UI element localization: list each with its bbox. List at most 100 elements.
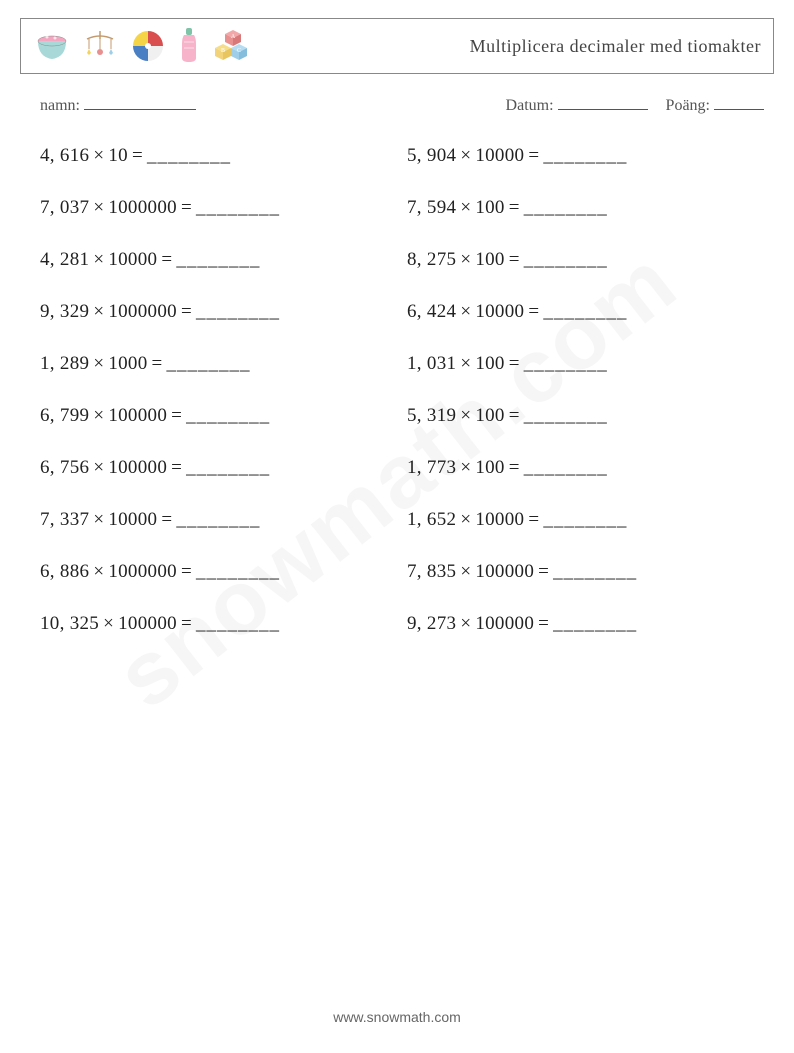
answer-blank[interactable]: ________ <box>186 405 270 426</box>
answer-blank[interactable]: ________ <box>524 457 608 478</box>
operand-a: 10, 325 <box>40 613 99 634</box>
answer-blank[interactable]: ________ <box>196 197 280 218</box>
equals-symbol: = <box>534 561 553 582</box>
multiply-symbol: × <box>456 353 475 374</box>
date-blank[interactable] <box>558 94 648 110</box>
answer-blank[interactable]: ________ <box>543 509 627 530</box>
equals-symbol: = <box>177 197 196 218</box>
multiply-symbol: × <box>89 145 108 166</box>
problem-right-6: 1, 773×100=________ <box>407 457 764 479</box>
multiply-symbol: × <box>89 457 108 478</box>
equals-symbol: = <box>524 301 543 322</box>
answer-blank[interactable]: ________ <box>553 613 637 634</box>
svg-text:A: A <box>231 34 236 40</box>
multiply-symbol: × <box>89 301 108 322</box>
operand-b: 100 <box>475 353 504 374</box>
footer-url: www.snowmath.com <box>0 1009 794 1025</box>
operand-b: 100 <box>475 405 504 426</box>
operand-a: 6, 424 <box>407 301 456 322</box>
equals-symbol: = <box>505 249 524 270</box>
equals-symbol: = <box>157 509 176 530</box>
multiply-symbol: × <box>89 197 108 218</box>
operand-b: 100000 <box>475 561 534 582</box>
operand-b: 1000000 <box>108 561 177 582</box>
header-box: A B C Multiplicera <box>20 18 774 74</box>
operand-b: 100000 <box>108 405 167 426</box>
operand-a: 5, 904 <box>407 145 456 166</box>
equals-symbol: = <box>128 145 147 166</box>
multiply-symbol: × <box>456 457 475 478</box>
multiply-symbol: × <box>89 249 108 270</box>
operand-b: 10000 <box>475 301 524 322</box>
blocks-icon: A B C <box>211 26 251 66</box>
problem-left-1: 7, 037×1000000=________ <box>40 197 397 219</box>
operand-a: 6, 886 <box>40 561 89 582</box>
name-blank[interactable] <box>84 94 196 110</box>
name-field: namn: <box>40 94 196 115</box>
answer-blank[interactable]: ________ <box>524 353 608 374</box>
multiply-symbol: × <box>456 197 475 218</box>
equals-symbol: = <box>157 249 176 270</box>
multiply-symbol: × <box>89 405 108 426</box>
equals-symbol: = <box>177 613 196 634</box>
score-blank[interactable] <box>714 94 764 110</box>
ball-icon <box>129 27 167 65</box>
problem-left-2: 4, 281×10000=________ <box>40 249 397 271</box>
answer-blank[interactable]: ________ <box>196 613 280 634</box>
equals-symbol: = <box>177 561 196 582</box>
answer-blank[interactable]: ________ <box>186 457 270 478</box>
equals-symbol: = <box>167 457 186 478</box>
bowl-icon <box>33 27 71 65</box>
problem-right-3: 6, 424×10000=________ <box>407 301 764 323</box>
operand-b: 10000 <box>475 509 524 530</box>
operand-b: 1000000 <box>108 301 177 322</box>
multiply-symbol: × <box>456 561 475 582</box>
svg-text:C: C <box>237 48 241 54</box>
answer-blank[interactable]: ________ <box>176 509 260 530</box>
multiply-symbol: × <box>456 301 475 322</box>
answer-blank[interactable]: ________ <box>524 197 608 218</box>
operand-a: 6, 799 <box>40 405 89 426</box>
operand-a: 9, 329 <box>40 301 89 322</box>
answer-blank[interactable]: ________ <box>167 353 251 374</box>
answer-blank[interactable]: ________ <box>543 301 627 322</box>
mobile-icon <box>81 27 119 65</box>
problem-right-8: 7, 835×100000=________ <box>407 561 764 583</box>
equals-symbol: = <box>524 509 543 530</box>
operand-a: 1, 031 <box>407 353 456 374</box>
answer-blank[interactable]: ________ <box>543 145 627 166</box>
problems-grid: 4, 616×10=________5, 904×10000=________7… <box>20 145 774 635</box>
problem-right-1: 7, 594×100=________ <box>407 197 764 219</box>
problem-left-7: 7, 337×10000=________ <box>40 509 397 531</box>
multiply-symbol: × <box>89 353 108 374</box>
operand-b: 100000 <box>118 613 177 634</box>
answer-blank[interactable]: ________ <box>147 145 231 166</box>
answer-blank[interactable]: ________ <box>196 301 280 322</box>
problem-left-5: 6, 799×100000=________ <box>40 405 397 427</box>
answer-blank[interactable]: ________ <box>524 249 608 270</box>
operand-b: 100 <box>475 249 504 270</box>
problem-right-4: 1, 031×100=________ <box>407 353 764 375</box>
answer-blank[interactable]: ________ <box>553 561 637 582</box>
operand-b: 10000 <box>108 249 157 270</box>
answer-blank[interactable]: ________ <box>196 561 280 582</box>
answer-blank[interactable]: ________ <box>524 405 608 426</box>
problem-left-9: 10, 325×100000=________ <box>40 613 397 635</box>
operand-b: 100000 <box>108 457 167 478</box>
score-label: Poäng: <box>666 97 710 114</box>
operand-a: 1, 652 <box>407 509 456 530</box>
equals-symbol: = <box>505 405 524 426</box>
icon-row: A B C <box>33 26 251 66</box>
operand-a: 8, 275 <box>407 249 456 270</box>
worksheet-title: Multiplicera decimaler med tiomakter <box>470 36 761 57</box>
operand-a: 4, 616 <box>40 145 89 166</box>
problem-left-3: 9, 329×1000000=________ <box>40 301 397 323</box>
multiply-symbol: × <box>456 145 475 166</box>
answer-blank[interactable]: ________ <box>176 249 260 270</box>
score-field: Poäng: <box>666 94 764 115</box>
multiply-symbol: × <box>456 405 475 426</box>
operand-a: 7, 337 <box>40 509 89 530</box>
operand-b: 100000 <box>475 613 534 634</box>
problem-right-7: 1, 652×10000=________ <box>407 509 764 531</box>
multiply-symbol: × <box>456 613 475 634</box>
